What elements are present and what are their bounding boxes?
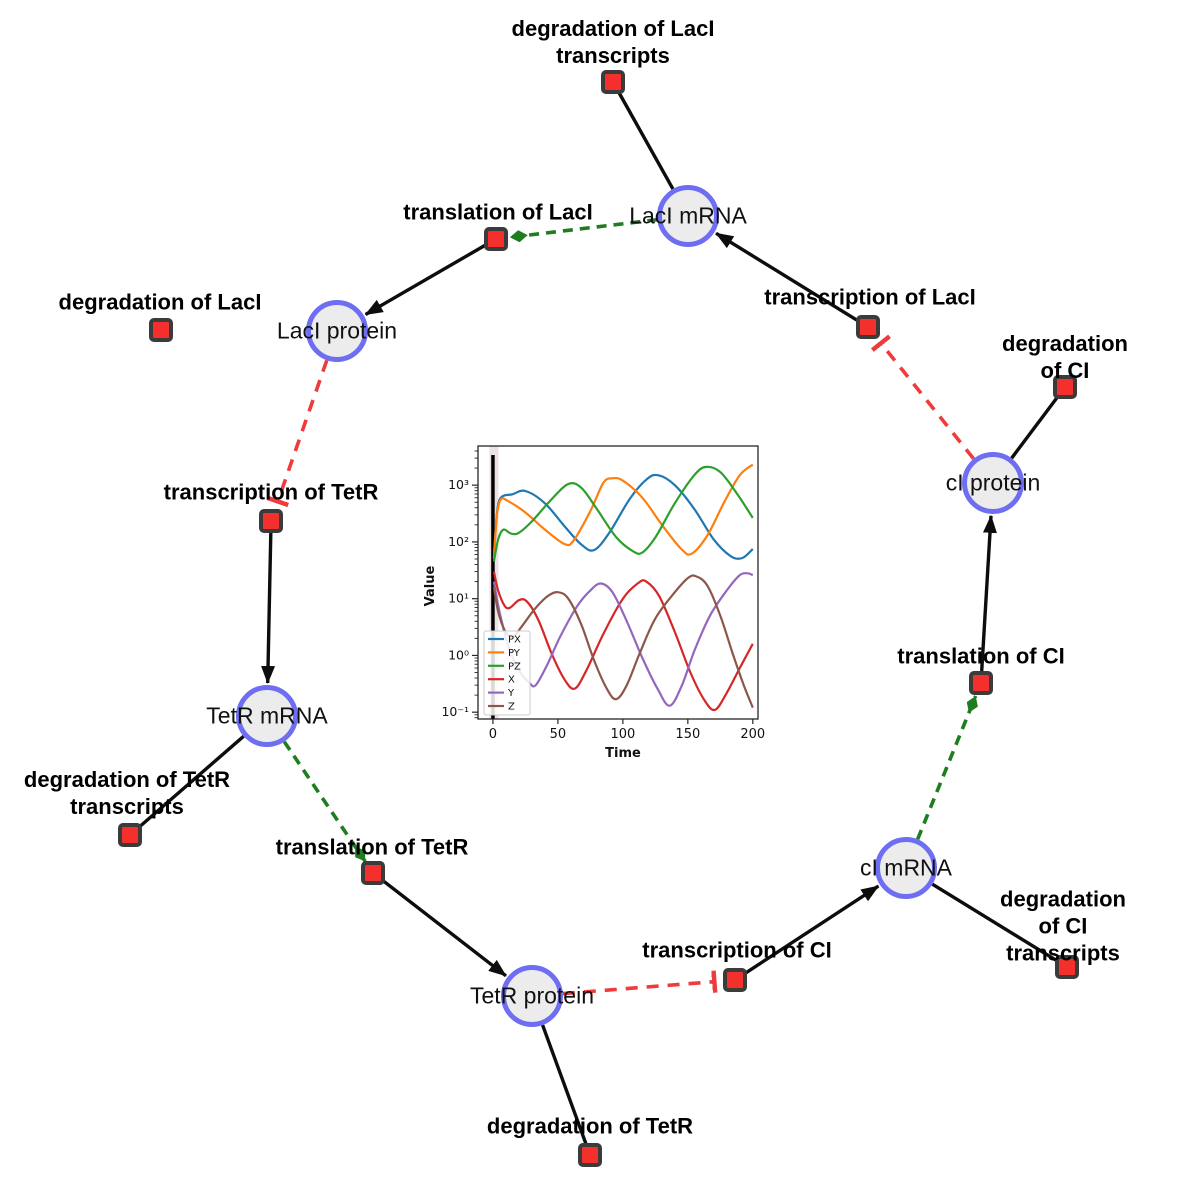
reaction-node-degradation-tetr xyxy=(578,1143,602,1167)
reaction-node-degradation-tetr-transcripts xyxy=(118,823,142,847)
reaction-label-degradation-laci: degradation of LacI xyxy=(58,289,262,315)
legend-entry-Z: Z xyxy=(508,702,515,713)
species-label-ci-protein: cI protein xyxy=(945,469,1041,496)
series-PZ-line xyxy=(492,465,754,562)
species-node-ci-protein xyxy=(962,452,1024,514)
legend-entry-PY: PY xyxy=(508,648,521,659)
species-label-tetr-mrna: TetR mRNA xyxy=(206,702,328,729)
legend-entry-PZ: PZ xyxy=(508,661,521,672)
chart-legend-box xyxy=(483,630,531,716)
species-label-laci-protein: LacI protein xyxy=(276,317,398,344)
series-PX-line xyxy=(492,473,754,560)
reaction-node-degradation-ci xyxy=(1053,375,1077,399)
svg-text:200: 200 xyxy=(740,727,765,742)
series-Z-line xyxy=(492,574,754,709)
reaction-node-degradation-laci xyxy=(149,318,173,342)
species-label-ci-mrna: cI mRNA xyxy=(860,854,952,881)
reaction-label-degradation-tetr: degradation of TetR xyxy=(486,1113,694,1139)
svg-text:10⁰: 10⁰ xyxy=(448,647,469,662)
chart-y-axis-label: Value xyxy=(423,565,438,606)
reaction-node-translation-ci xyxy=(969,671,993,695)
svg-text:100: 100 xyxy=(610,727,635,742)
reaction-label-transcription-laci: transcription of LacI xyxy=(764,284,976,310)
reaction-label-transcription-ci: transcription of CI xyxy=(642,937,832,963)
series-Y-line xyxy=(492,572,754,707)
edge-arrow-transcription_laci-laci_mrna xyxy=(715,231,859,323)
species-node-laci-protein xyxy=(306,300,368,362)
reaction-label-degradation-laci-transcripts: degradation of LacI transcripts xyxy=(511,16,715,68)
edge-plain-deg_laci_tx-laci_mrna xyxy=(617,91,675,190)
edge-arrow-translation_laci-laci_protein xyxy=(364,243,487,316)
edge-activation-ci_mrna-translation_ci xyxy=(915,695,978,840)
legend-entry-PX: PX xyxy=(508,635,521,646)
edge-inhibition-tetr_protein-transcription_ci xyxy=(562,982,714,996)
svg-text:0: 0 xyxy=(489,727,497,742)
reaction-node-translation-laci xyxy=(484,227,508,251)
edge-plain-tetr_mrna-deg_tetr_tx xyxy=(137,735,245,829)
series-PY-line xyxy=(492,463,754,560)
species-label-laci-mrna: LacI mRNA xyxy=(629,202,747,229)
edge-arrow-transcription_tetr-tetr_mrna xyxy=(261,532,276,684)
reaction-node-transcription-ci xyxy=(723,968,747,992)
species-node-tetr-protein xyxy=(501,965,563,1027)
edge-arrow-transcription_ci-ci_mrna xyxy=(744,884,880,975)
edge-activation-laci_mrna-translation_laci xyxy=(509,217,658,243)
species-node-laci-mrna xyxy=(657,185,719,247)
reaction-label-degradation-tetr-transcripts: degradation of TetR transcripts xyxy=(23,767,231,819)
svg-text:10⁻¹: 10⁻¹ xyxy=(441,704,469,719)
svg-text:10²: 10² xyxy=(448,534,469,549)
svg-text:10³: 10³ xyxy=(448,477,469,492)
svg-text:10¹: 10¹ xyxy=(448,591,469,606)
series-X-line xyxy=(492,571,754,712)
chart-x-axis-label: Time xyxy=(605,746,641,761)
reaction-node-degradation-ci-transcripts xyxy=(1055,955,1079,979)
svg-text:150: 150 xyxy=(675,727,700,742)
legend-entry-X: X xyxy=(508,675,515,686)
species-node-tetr-mrna xyxy=(236,685,298,747)
reaction-node-transcription-tetr xyxy=(259,509,283,533)
reaction-label-translation-laci: translation of LacI xyxy=(403,199,593,225)
species-node-ci-mrna xyxy=(875,837,937,899)
reaction-label-translation-ci: translation of CI xyxy=(897,643,1065,669)
reaction-label-transcription-tetr: transcription of TetR xyxy=(163,479,379,505)
edge-inhibition-ci_protein-transcription_laci xyxy=(881,343,976,460)
inset-chart: 0 50 100 150 200 10³ 10² 10¹ 10⁰ 10⁻¹ PX PY PZ X Y Z T… xyxy=(420,435,780,765)
edge-arrow-translation_ci-ci_protein xyxy=(980,514,997,672)
edge-inhibition-laci_protein-transcription_tetr xyxy=(278,359,329,501)
edge-arrow-translation_tetr-tetr_protein xyxy=(381,878,507,978)
legend-entry-Y: Y xyxy=(507,688,515,699)
reaction-label-degradation-ci-transcripts: degradation of CI transcripts xyxy=(1000,886,1126,966)
edge-plain-ci_protein-deg_ci xyxy=(1010,395,1060,460)
reaction-label-translation-tetr: translation of TetR xyxy=(275,834,469,860)
edge-activation-tetr_mrna-translation_tetr xyxy=(282,740,367,863)
reaction-node-transcription-laci xyxy=(856,315,880,339)
species-label-tetr-protein: TetR protein xyxy=(469,982,595,1009)
svg-text:50: 50 xyxy=(550,727,567,742)
reaction-node-translation-tetr xyxy=(361,861,385,885)
reaction-label-degradation-ci: degradation of CI xyxy=(1002,331,1128,383)
reaction-node-degradation-laci-transcripts xyxy=(601,70,625,94)
edge-plain-tetr_protein-deg_tetr xyxy=(541,1024,588,1145)
edge-plain-ci_mrna-deg_ci_tx xyxy=(931,882,1058,963)
